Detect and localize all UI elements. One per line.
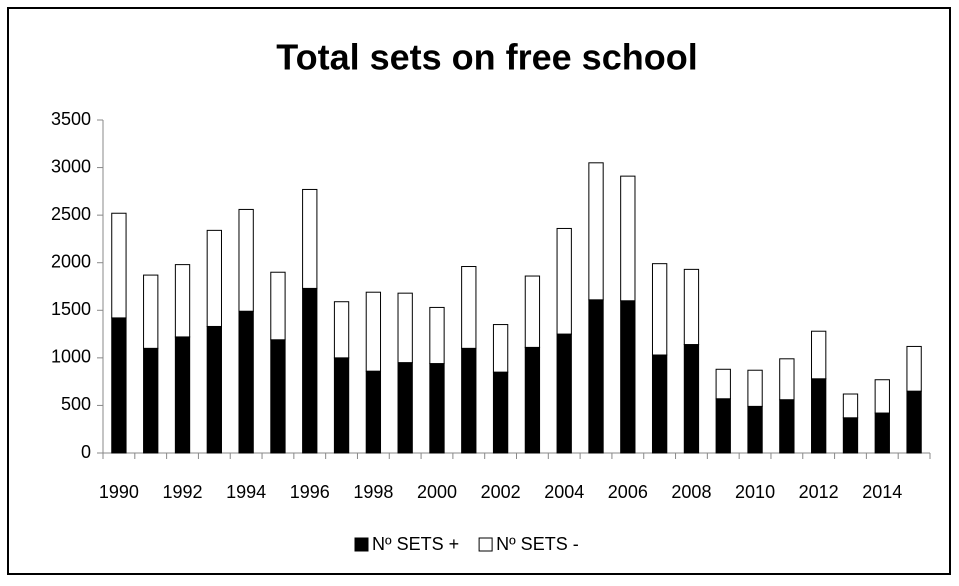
x-tick-label: 2000 <box>417 482 457 502</box>
bar-segment <box>524 346 541 454</box>
x-tick-label: 1994 <box>226 482 266 502</box>
bar-segment <box>588 299 604 454</box>
bar-segment <box>842 417 859 454</box>
y-tick-label: 3500 <box>51 109 91 129</box>
bar-segment <box>461 266 477 349</box>
y-tick-label: 3000 <box>51 156 91 176</box>
bar-segment <box>397 362 413 454</box>
bar-segment <box>238 208 254 312</box>
x-tick-label: 2004 <box>544 482 584 502</box>
bar-segment <box>111 212 127 319</box>
bar-segment <box>651 263 668 356</box>
bar-segment <box>715 368 731 400</box>
bar-segment <box>302 287 318 454</box>
bar-segment <box>397 292 413 364</box>
bar-segment <box>365 291 382 372</box>
x-tick-label: 2002 <box>481 482 521 502</box>
bar-segment <box>556 333 572 454</box>
legend-swatch <box>478 537 493 552</box>
bar-segment <box>811 378 827 454</box>
bar-segment <box>683 268 700 346</box>
legend-swatch <box>354 537 369 552</box>
bar-segment <box>111 317 127 454</box>
bar-segment <box>683 344 700 454</box>
bar-segment <box>429 363 445 454</box>
legend-label: Nº SETS + <box>372 534 459 554</box>
bar-segment <box>620 175 636 302</box>
legend-label: Nº SETS - <box>496 534 579 554</box>
x-tick-label: 1990 <box>99 482 139 502</box>
bar-segment <box>461 347 477 454</box>
bar-segment <box>906 345 922 392</box>
chart-frame <box>7 7 951 575</box>
bar-segment <box>842 393 859 419</box>
bar-segment <box>174 264 191 338</box>
bar-segment <box>206 325 222 454</box>
x-tick-label: 1998 <box>353 482 393 502</box>
y-tick-label: 2000 <box>51 251 91 271</box>
x-tick-label: 2012 <box>799 482 839 502</box>
y-tick-label: 500 <box>61 394 91 414</box>
bar-segment <box>492 324 509 373</box>
x-tick-label: 2006 <box>608 482 648 502</box>
bar-segment <box>556 227 572 335</box>
bar-segment <box>779 399 795 454</box>
bar-segment <box>811 330 827 380</box>
bar-segment <box>874 412 890 454</box>
bar-segment <box>747 369 763 407</box>
bar-segment <box>620 300 636 454</box>
x-tick-label: 2014 <box>862 482 902 502</box>
bar-segment <box>174 336 191 454</box>
bar-segment <box>492 371 509 454</box>
y-tick-label: 0 <box>81 442 91 462</box>
x-tick-label: 2010 <box>735 482 775 502</box>
x-tick-label: 1992 <box>162 482 202 502</box>
bar-segment <box>779 358 795 401</box>
bar-segment <box>651 354 668 454</box>
bar-segment <box>270 339 286 454</box>
bar-segment <box>874 379 890 414</box>
bar-segment <box>715 398 731 454</box>
chart-title: Total sets on free school <box>276 37 697 78</box>
x-tick-label: 2008 <box>671 482 711 502</box>
bar-segment <box>238 310 254 454</box>
x-tick-label: 1996 <box>290 482 330 502</box>
bar-segment <box>333 301 350 359</box>
bar-segment <box>906 390 922 454</box>
bar-segment <box>270 271 286 341</box>
bar-segment <box>143 347 159 454</box>
y-tick-label: 1500 <box>51 299 91 319</box>
y-tick-label: 1000 <box>51 347 91 367</box>
bar-segment <box>588 162 604 301</box>
bar-segment <box>524 275 541 348</box>
bar-segment <box>365 370 382 454</box>
bar-segment <box>333 357 350 454</box>
bar-segment <box>302 188 318 289</box>
bar-segment <box>143 274 159 349</box>
bar-segment <box>429 306 445 365</box>
bar-segment <box>747 405 763 454</box>
y-tick-label: 2500 <box>51 204 91 224</box>
bar-segment <box>206 229 222 327</box>
